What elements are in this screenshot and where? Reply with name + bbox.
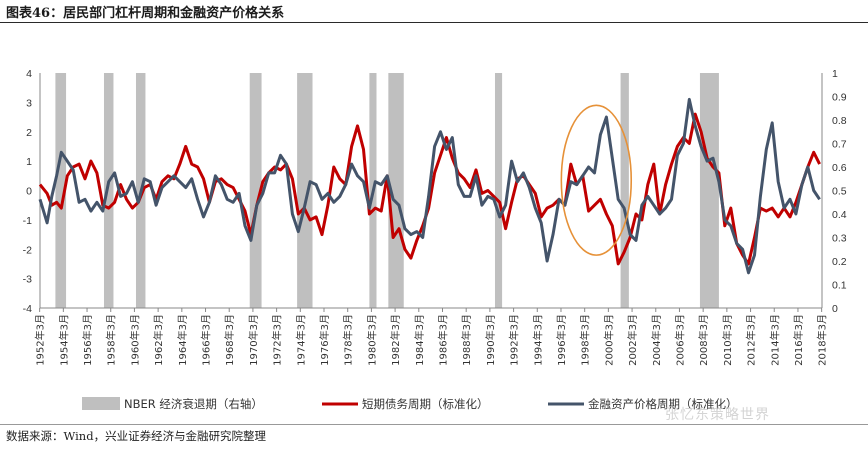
highlight-ellipse <box>560 104 633 256</box>
y-tick-right-label: 0.2 <box>832 256 847 268</box>
x-tick-label: 2008年3月 <box>697 314 710 366</box>
x-tick-label: 1996年3月 <box>555 314 568 366</box>
y-tick-right-label: 0.4 <box>832 209 847 221</box>
y-tick-right-label: 0.8 <box>832 115 847 127</box>
recession-band <box>103 73 114 308</box>
x-tick-label: 1962年3月 <box>152 314 165 366</box>
x-tick-label: 1956年3月 <box>81 314 94 366</box>
y-tick-left-label: -4 <box>23 303 32 315</box>
y-tick-right-label: 0.5 <box>832 186 847 198</box>
x-tick-label: 1988年3月 <box>460 314 473 366</box>
y-tick-left-label: -3 <box>23 274 32 286</box>
recession-band <box>55 73 67 308</box>
x-tick-label: 1970年3月 <box>247 314 260 366</box>
x-tick-label: 2000年3月 <box>602 314 615 366</box>
y-tick-left-label: -2 <box>23 244 32 256</box>
x-tick-label: 2004年3月 <box>650 314 663 366</box>
x-tick-label: 1994年3月 <box>531 314 544 366</box>
chart-title: 图表46：居民部门杠杆周期和金融资产价格关系 <box>6 6 285 21</box>
x-tick-label: 2006年3月 <box>673 314 686 366</box>
y-tick-left-label: 0 <box>26 186 32 198</box>
y-tick-left-label: 4 <box>26 68 32 80</box>
x-tick-label: 1992年3月 <box>508 314 521 366</box>
y-tick-left-label: 2 <box>26 127 32 139</box>
recession-band <box>297 73 313 308</box>
recession-band <box>699 73 719 308</box>
x-tick-label: 2012年3月 <box>745 314 758 366</box>
footer-divider <box>0 424 868 425</box>
legend-swatch-recession <box>82 397 120 410</box>
x-tick-label: 2016年3月 <box>792 314 805 366</box>
x-tick-label: 1954年3月 <box>57 314 70 366</box>
x-tick-label: 1952年3月 <box>34 314 47 366</box>
axes: -4 -3 -2 -1 0 1 2 3 4 0 0.1 0.2 0.3 0.4 0.5 0.6 0.7 0.8 0.… <box>23 68 847 366</box>
y-tick-right-label: 0.7 <box>832 139 847 151</box>
recession-band <box>494 73 503 308</box>
y-tick-right-label: 0.9 <box>832 92 847 104</box>
asset-price-cycle-line <box>38 97 821 275</box>
x-tick-label: 1958年3月 <box>105 314 118 366</box>
y-tick-left-label: 3 <box>26 97 32 109</box>
x-tick-label: 1998年3月 <box>579 314 592 366</box>
y-tick-right-label: 0.1 <box>832 280 847 292</box>
x-tick-label: 1984年3月 <box>413 314 426 366</box>
title-divider <box>0 22 868 23</box>
source-note: 数据来源：Wind，兴业证券经济与金融研究院整理 <box>6 429 267 443</box>
x-tick-label: 1974年3月 <box>294 314 307 366</box>
y-tick-right-label: 0.3 <box>832 233 847 245</box>
debt-cycle-line <box>38 112 821 266</box>
y-tick-right-label: 0.6 <box>832 162 847 174</box>
x-tick-label: 2018年3月 <box>816 314 829 366</box>
x-tick-label: 1960年3月 <box>128 314 141 366</box>
x-tick-label: 1990年3月 <box>484 314 497 366</box>
recession-band <box>388 73 404 308</box>
y-tick-right-label: 0 <box>832 303 838 315</box>
y-tick-right-label: 1 <box>832 68 838 80</box>
x-tick-label: 1978年3月 <box>342 314 355 366</box>
recession-band <box>249 73 262 308</box>
x-tick-label: 1968年3月 <box>223 314 236 366</box>
x-tick-label: 1972年3月 <box>271 314 284 366</box>
legend: NBER 经济衰退期（右轴） 短期债务周期（标准化） 金融资产价格周期（标准化） <box>82 397 738 411</box>
x-tick-label: 2014年3月 <box>768 314 781 366</box>
x-tick-label: 1966年3月 <box>200 314 213 366</box>
legend-label-debt: 短期债务周期（标准化） <box>362 397 489 411</box>
y-tick-left-label: 1 <box>26 156 32 168</box>
series-lines <box>38 97 821 275</box>
watermark: 张忆东策略世界 <box>665 407 770 423</box>
x-tick-label: 2010年3月 <box>721 314 734 366</box>
legend-label-recession: NBER 经济衰退期（右轴） <box>124 397 263 411</box>
x-tick-label: 1980年3月 <box>365 314 378 366</box>
x-tick-label: 1964年3月 <box>176 314 189 366</box>
recession-band <box>620 73 629 308</box>
x-tick-label: 1986年3月 <box>436 314 449 366</box>
x-tick-label: 1982年3月 <box>389 314 402 366</box>
legend-label-asset: 金融资产价格周期（标准化） <box>588 397 738 411</box>
x-tick-label: 2002年3月 <box>626 314 639 366</box>
x-tick-label: 1976年3月 <box>318 314 331 366</box>
y-tick-left-label: -1 <box>23 215 32 227</box>
